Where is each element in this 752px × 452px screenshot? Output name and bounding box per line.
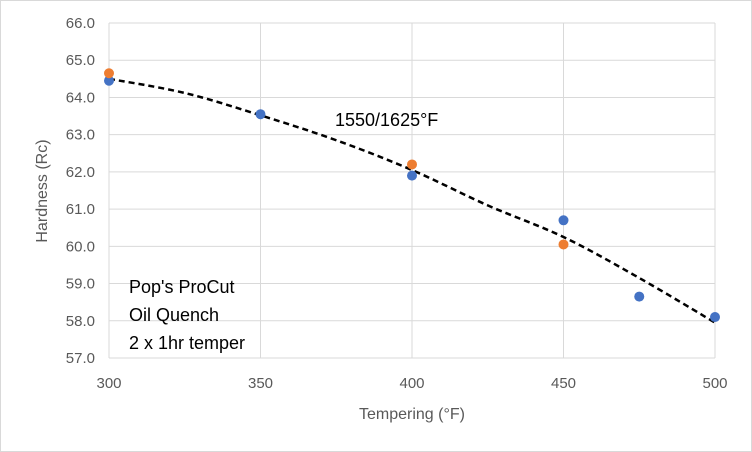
x-tick-label: 350 [248, 375, 273, 392]
data-point-series-1 [710, 312, 720, 323]
y-tick-label: 63.0 [66, 127, 95, 144]
y-tick-label: 58.0 [66, 313, 95, 330]
x-tick-label: 500 [702, 375, 727, 392]
y-tick-label: 66.0 [66, 15, 95, 32]
trendline [108, 77, 716, 324]
data-point-series-2 [104, 68, 114, 79]
data-points [104, 68, 720, 323]
annotation-note-2: Oil Quench [129, 305, 219, 325]
annotation-temperature: 1550/1625°F [335, 110, 438, 130]
x-axis-title: Tempering (°F) [359, 406, 465, 423]
annotation-note-3: 2 x 1hr temper [129, 333, 245, 353]
y-tick-label: 60.0 [66, 238, 95, 255]
data-point-series-1 [255, 109, 266, 120]
data-point-series-1 [634, 291, 645, 302]
x-tick-label: 450 [551, 375, 576, 392]
x-tick-label: 300 [96, 375, 121, 392]
data-point-series-2 [558, 239, 569, 250]
y-tick-label: 65.0 [66, 52, 95, 69]
y-tick-label: 59.0 [66, 276, 95, 293]
x-tick-label: 400 [399, 375, 424, 392]
tick-labels: 57.0 58.0 59.0 60.0 61.0 62.0 63.0 64.0 65.0 66.0… [66, 15, 728, 392]
data-point-series-1 [407, 170, 417, 181]
y-tick-label: 62.0 [66, 164, 95, 181]
data-point-series-1 [104, 75, 114, 86]
y-axis-title: Hardness (Rc) [34, 139, 51, 242]
y-tick-label: 64.0 [66, 89, 95, 106]
y-tick-label: 61.0 [66, 201, 95, 218]
data-point-series-1 [558, 215, 569, 226]
annotation-note-1: Pop's ProCut [129, 277, 235, 297]
trendline-layer [108, 77, 716, 324]
y-tick-label: 57.0 [66, 350, 95, 367]
data-point-series-2 [407, 159, 417, 170]
